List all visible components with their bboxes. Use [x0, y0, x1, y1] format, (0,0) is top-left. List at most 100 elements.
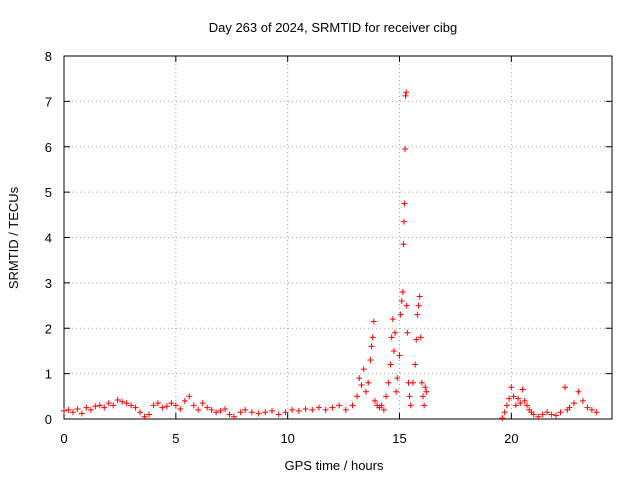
data-point: [195, 406, 202, 413]
data-point: [204, 404, 211, 411]
data-point: [539, 411, 546, 418]
data-point: [159, 404, 166, 411]
data-point: [422, 384, 429, 391]
data-point: [566, 404, 573, 411]
y-axis-label: SRMTID / TECUs: [6, 186, 21, 289]
data-point: [370, 318, 377, 325]
x-tick-label: 15: [392, 431, 406, 446]
data-point: [409, 379, 416, 386]
data-point: [69, 409, 76, 416]
x-tick-label: 0: [60, 431, 67, 446]
data-point: [87, 406, 94, 413]
data-point: [262, 409, 269, 416]
data-point: [275, 411, 282, 418]
y-tick-label: 3: [45, 276, 52, 291]
data-point: [61, 407, 67, 414]
data-point: [575, 388, 582, 395]
data-point: [519, 386, 526, 393]
data-point: [396, 352, 403, 359]
data-point: [329, 404, 336, 411]
data-point: [423, 388, 430, 395]
data-point: [393, 388, 400, 395]
data-point: [315, 404, 322, 411]
data-point: [570, 400, 577, 407]
data-point: [358, 381, 365, 388]
data-point: [418, 379, 425, 386]
data-point: [557, 409, 564, 416]
data-point: [237, 409, 244, 416]
data-point: [177, 406, 184, 413]
data-point: [593, 409, 600, 416]
data-point: [402, 146, 409, 153]
data-point: [150, 402, 157, 409]
data-point: [503, 402, 510, 409]
data-point: [394, 375, 401, 382]
data-point: [421, 402, 428, 409]
data-point: [172, 402, 179, 409]
data-point: [579, 397, 586, 404]
data-point: [368, 343, 375, 350]
data-point: [387, 361, 394, 368]
data-point: [588, 406, 595, 413]
data-point: [510, 393, 517, 400]
data-point: [349, 402, 356, 409]
data-point: [168, 400, 175, 407]
data-point: [501, 409, 508, 416]
data-point: [74, 406, 81, 413]
plot-frame: [63, 55, 613, 420]
data-point: [584, 404, 591, 411]
data-points: [61, 89, 600, 422]
data-point: [553, 412, 560, 419]
y-tick-label: 5: [45, 185, 52, 200]
data-point: [123, 400, 130, 407]
data-point: [413, 336, 420, 343]
data-point: [230, 413, 237, 420]
data-point: [132, 404, 139, 411]
data-point: [392, 329, 399, 336]
data-point: [289, 406, 296, 413]
data-point: [397, 311, 404, 318]
data-point: [128, 402, 135, 409]
data-point: [92, 403, 99, 410]
data-point: [101, 404, 108, 411]
y-tick-label: 7: [45, 94, 52, 109]
data-point: [213, 409, 220, 416]
data-point: [398, 298, 405, 305]
data-point: [110, 402, 117, 409]
x-tick-label: 5: [172, 431, 179, 446]
data-point: [415, 302, 422, 309]
data-point: [217, 407, 224, 414]
data-point: [380, 406, 387, 413]
data-point: [199, 400, 206, 407]
data-point: [404, 329, 411, 336]
x-tick-label: 10: [280, 431, 294, 446]
data-point: [512, 402, 519, 409]
y-tick-label: 4: [45, 231, 52, 246]
data-point: [362, 388, 369, 395]
x-axis-label: GPS time / hours: [285, 458, 384, 473]
data-point: [506, 395, 513, 402]
data-point: [141, 413, 148, 420]
data-point: [309, 406, 316, 413]
data-point: [371, 397, 378, 404]
data-point: [342, 406, 349, 413]
data-point: [137, 409, 144, 416]
data-point: [369, 334, 376, 341]
data-point: [403, 302, 410, 309]
data-point: [181, 397, 188, 404]
y-tick-label: 1: [45, 367, 52, 382]
data-point: [562, 384, 569, 391]
data-point: [414, 311, 421, 318]
data-point: [186, 393, 193, 400]
data-point: [78, 410, 85, 417]
data-point: [544, 409, 551, 416]
y-tick-label: 0: [45, 412, 52, 427]
chart-title: Day 263 of 2024, SRMTID for receiver cib…: [209, 20, 458, 35]
data-point: [190, 402, 197, 409]
data-point: [416, 293, 423, 300]
data-point: [105, 400, 112, 407]
data-point: [517, 400, 524, 407]
data-point: [255, 410, 262, 417]
data-point: [302, 406, 309, 413]
